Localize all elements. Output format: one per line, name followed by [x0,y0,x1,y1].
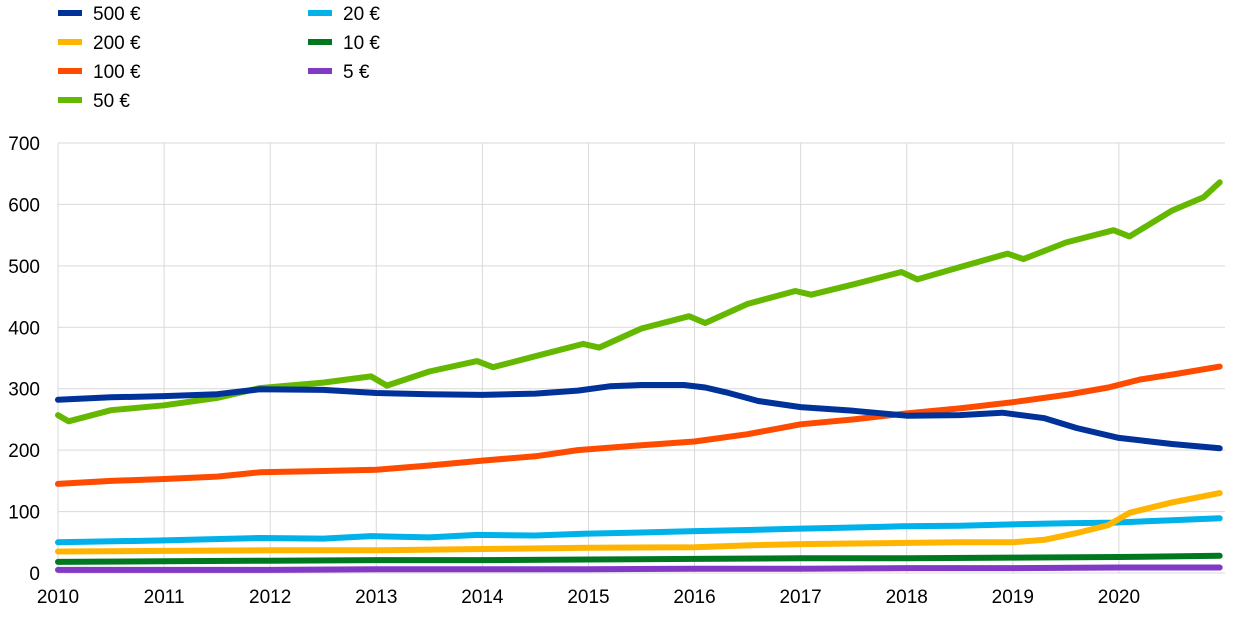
y-tick-label: 400 [8,318,40,339]
gridlines [57,142,1225,574]
legend-label-500-eur: 500 € [93,4,141,25]
legend-label-100-eur: 100 € [93,62,141,83]
series-lines [55,179,1223,573]
x-tick-label: 2016 [673,587,715,608]
x-tick-label: 2014 [461,587,504,608]
series-line-50-eur [55,179,1223,425]
legend-swatch-500-eur [58,10,82,16]
legend-swatch-200-eur [58,39,82,45]
series-line-5-eur [55,564,1223,573]
series-line-20-eur [55,515,1223,546]
y-tick-label: 300 [8,380,40,401]
series-line-500-eur [55,382,1223,452]
legend-label-50-eur: 50 € [93,91,130,112]
series-line-10-eur [55,552,1223,565]
x-tick-label: 2015 [567,587,609,608]
y-tick-label: 200 [8,441,40,462]
x-tick-label: 2013 [355,587,397,608]
legend: 500 € 200 € 100 € 50 € 20 € 10 € 5 € [58,4,380,112]
y-tick-label: 100 [8,503,40,524]
x-axis: 2010 2011 2012 2013 2014 2015 2016 2017 2018 2019… [37,587,1140,608]
legend-label-5-eur: 5 € [343,62,370,83]
series-line-100-eur [55,363,1223,487]
y-axis: 0 100 200 300 400 500 600 700 [8,134,40,585]
series-line-200-eur [55,490,1223,555]
legend-swatch-5-eur [308,68,332,74]
x-tick-label: 2010 [37,587,79,608]
y-tick-label: 0 [29,564,40,585]
legend-swatch-10-eur [308,39,332,45]
x-tick-label: 2020 [1098,587,1140,608]
legend-swatch-50-eur [58,97,82,103]
legend-label-10-eur: 10 € [343,33,380,54]
x-tick-label: 2012 [249,587,291,608]
x-tick-label: 2018 [886,587,928,608]
legend-label-200-eur: 200 € [93,33,141,54]
legend-swatch-20-eur [308,10,332,16]
legend-swatch-100-eur [58,68,82,74]
y-tick-label: 500 [8,257,40,278]
x-tick-label: 2017 [779,587,821,608]
y-tick-label: 700 [8,134,40,155]
y-tick-label: 600 [8,195,40,216]
x-tick-label: 2019 [992,587,1034,608]
x-tick-label: 2011 [144,587,185,608]
legend-label-20-eur: 20 € [343,4,380,25]
